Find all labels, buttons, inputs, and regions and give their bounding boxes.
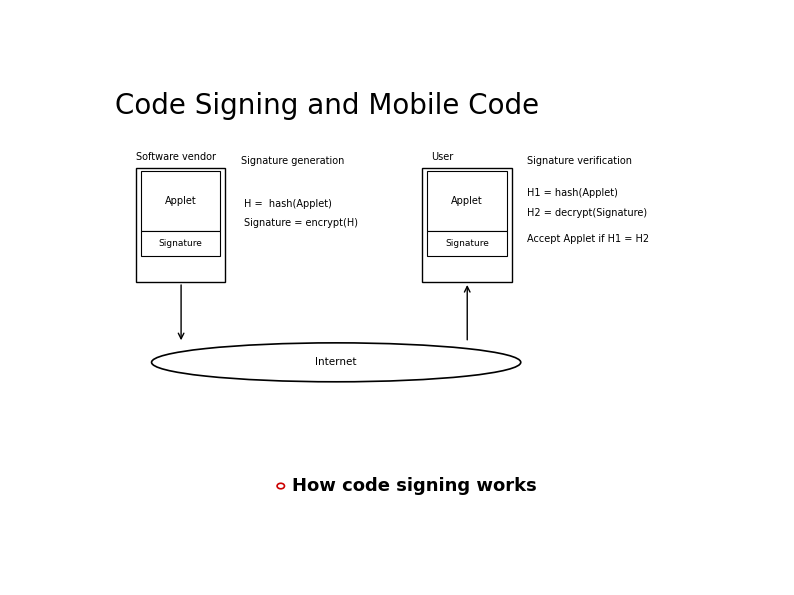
Text: Software vendor: Software vendor [137,152,216,162]
Bar [141,231,221,256]
Text: Signature verification: Signature verification [527,156,632,166]
Bar [141,171,221,231]
Text: Code Signing and Mobile Code: Code Signing and Mobile Code [114,92,539,120]
Text: Signature: Signature [159,239,202,248]
Text: Applet: Applet [165,196,197,206]
Text: Accept Applet if H1 = H2: Accept Applet if H1 = H2 [527,234,649,243]
Text: Internet: Internet [315,358,357,367]
Bar [422,168,511,282]
Bar [427,171,507,231]
Text: How code signing works: How code signing works [292,477,537,495]
Text: Signature: Signature [445,239,489,248]
Ellipse shape [152,343,521,382]
Bar [137,168,225,282]
Text: Signature = encrypt(H): Signature = encrypt(H) [244,218,358,228]
Text: H1 = hash(Applet): H1 = hash(Applet) [527,188,618,198]
Text: User: User [431,152,453,162]
Text: H =  hash(Applet): H = hash(Applet) [244,199,332,209]
Bar [427,231,507,256]
Text: Applet: Applet [451,196,483,206]
Text: Signature generation: Signature generation [241,156,344,166]
Text: H2 = decrypt(Signature): H2 = decrypt(Signature) [527,208,647,218]
